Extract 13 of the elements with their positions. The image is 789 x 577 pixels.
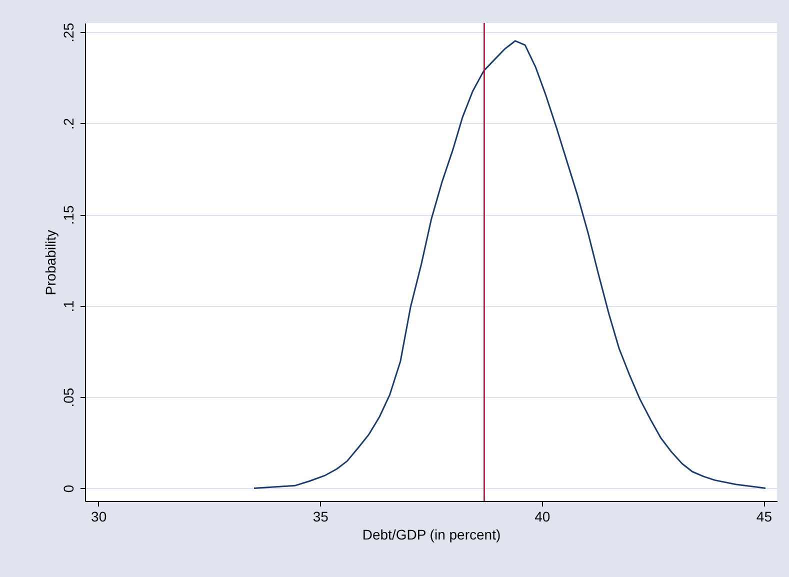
- x-tick-label: 45: [756, 508, 772, 524]
- y-axis-title: Probability: [42, 230, 58, 296]
- line-series: [253, 40, 766, 489]
- x-axis-title: Debt/GDP (in percent): [362, 526, 501, 542]
- x-tick-label: 40: [534, 508, 550, 524]
- y-tick-label: .2: [60, 118, 76, 130]
- y-tick-label: .15: [60, 205, 76, 225]
- y-tick-label: .05: [60, 388, 76, 408]
- x-tick-label: 35: [312, 508, 329, 524]
- y-tick-label: .1: [60, 300, 76, 312]
- x-tick-label: 30: [91, 508, 107, 524]
- y-tick-label: .25: [60, 22, 76, 42]
- y-tick-label: 0: [60, 484, 76, 493]
